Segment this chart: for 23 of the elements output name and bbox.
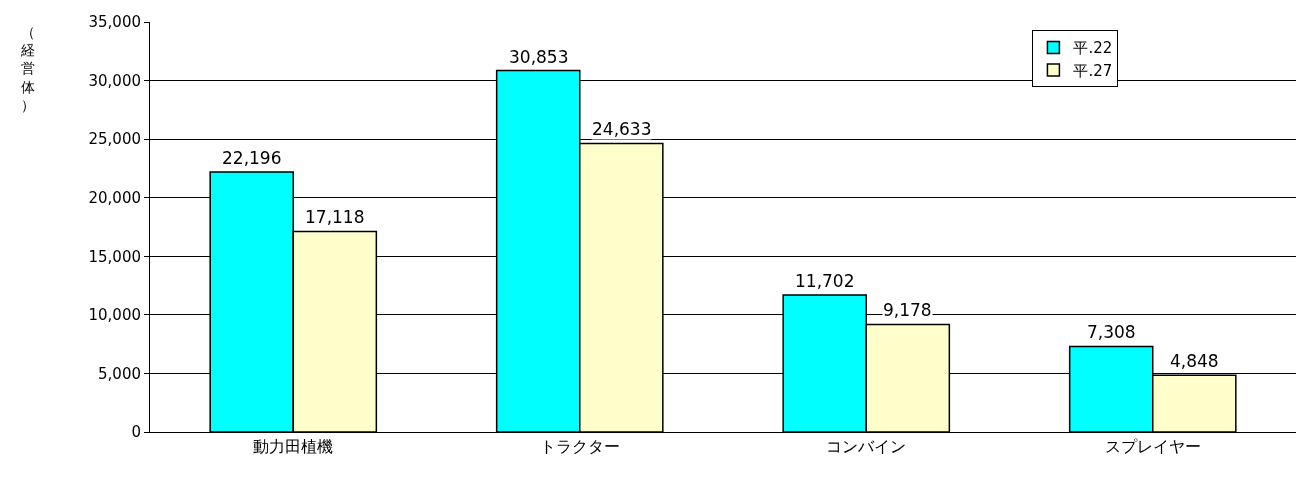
- data-label: 22,196: [222, 148, 282, 168]
- data-label: 4,848: [1170, 351, 1219, 371]
- data-label: 30,853: [509, 47, 569, 67]
- y-tick-label: 5,000: [98, 364, 141, 383]
- y-tick-label: 10,000: [88, 306, 141, 325]
- data-label: 24,633: [592, 119, 652, 139]
- data-label: 7,308: [1087, 322, 1136, 342]
- x-tick-label: トラクター: [539, 437, 620, 457]
- x-tick-label: 動力田植機: [253, 437, 334, 457]
- data-label: 11,702: [795, 271, 855, 291]
- y-tick-label: 25,000: [88, 130, 141, 149]
- legend-label: 平.27: [1073, 61, 1113, 80]
- legend-label: 平.22: [1073, 39, 1113, 58]
- y-tick-label: 35,000: [88, 13, 141, 32]
- y-tick-label: 15,000: [88, 247, 141, 266]
- y-tick-label: 0: [131, 423, 141, 442]
- y-tick-label: 30,000: [88, 71, 141, 90]
- y-axis-title: （経営体）: [20, 24, 35, 113]
- data-label: 9,178: [883, 300, 932, 320]
- y-tick-label: 20,000: [88, 188, 141, 207]
- x-tick-label: スプレイヤー: [1104, 437, 1201, 457]
- data-label: 17,118: [305, 207, 365, 227]
- x-tick-label: コンバイン: [826, 437, 907, 457]
